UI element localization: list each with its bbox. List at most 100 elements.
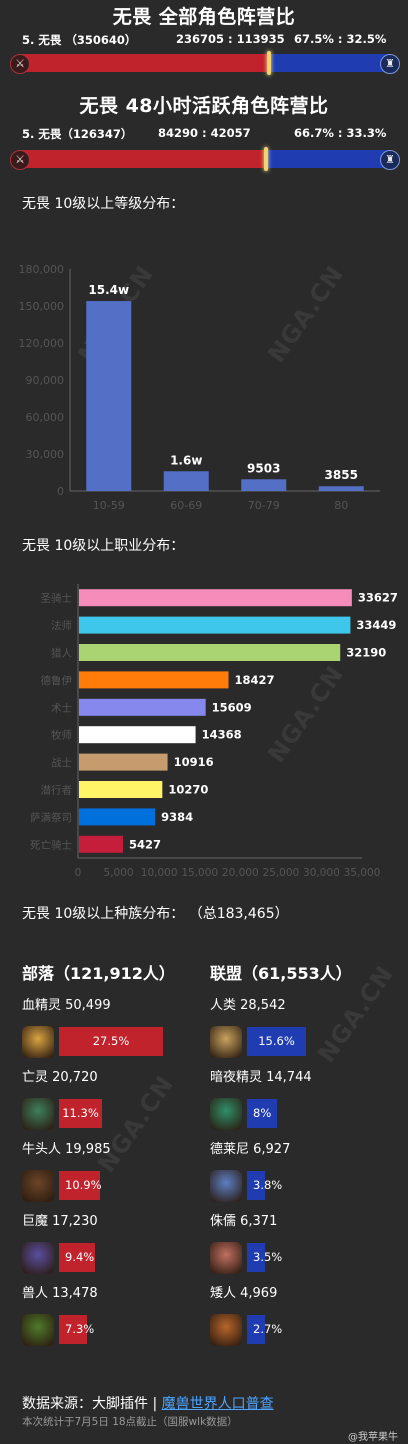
horde-emblem-icon: ⚔ — [10, 150, 30, 170]
alliance-emblem-icon: ♜ — [380, 54, 400, 74]
class-bar — [79, 589, 352, 607]
y-tick-label: 90,000 — [26, 374, 65, 387]
class-data-label: 5427 — [129, 837, 161, 851]
class-section-label: 无畏 10级以上职业分布： — [22, 538, 185, 554]
faction-bar — [18, 51, 390, 75]
race-name: 巨魔 17,230 — [22, 1214, 98, 1229]
active-ratio-title: 无畏 48小时活跃角色阵营比 — [79, 95, 329, 117]
race-share-bar: 27.5% — [59, 1027, 163, 1056]
race-share-bar: 10.9% — [59, 1171, 102, 1200]
alliance-header: 联盟（61,553人） — [210, 964, 352, 983]
class-category-label: 法师 — [51, 619, 72, 632]
data-source: 数据来源：大脚插件 | 魔兽世界人口普查 — [22, 1393, 274, 1413]
source-prefix: 数据来源：大脚插件 | — [22, 1396, 162, 1412]
tauren-avatar — [22, 1170, 54, 1202]
class-data-label: 10916 — [174, 755, 214, 769]
class-bar — [79, 671, 229, 689]
race-percent: 11.3% — [62, 1106, 99, 1120]
x-tick-label: 5,000 — [104, 867, 134, 879]
class-data-label: 9384 — [161, 810, 193, 824]
class-bar — [79, 616, 351, 634]
orc-avatar — [22, 1314, 54, 1346]
y-tick-label: 30,000 — [26, 448, 65, 461]
class-category-label: 战士 — [51, 756, 72, 769]
x-tick-label: 10,000 — [141, 867, 178, 879]
author-credit: @我苹果牛 — [348, 1432, 398, 1443]
class-bar — [79, 835, 124, 853]
x-tick-label: 30,000 — [303, 867, 340, 879]
race-percent: 15.6% — [258, 1034, 295, 1048]
race-share-bar: 9.4% — [59, 1243, 95, 1272]
faction-ratio: 84290 : 42057 — [158, 126, 251, 140]
class-bar — [79, 808, 156, 826]
class-data-label: 18427 — [235, 673, 275, 687]
race-name: 牛头人 19,985 — [22, 1142, 111, 1157]
blood-elf-avatar — [22, 1026, 54, 1058]
level-section-label: 无畏 10级以上等级分布： — [22, 196, 185, 212]
human-avatar — [210, 1026, 242, 1058]
race-share-bar: 3.8% — [247, 1171, 282, 1200]
class-category-label: 猎人 — [51, 647, 72, 660]
class-data-label: 10270 — [168, 783, 208, 797]
level-bar — [86, 301, 132, 491]
dwarf-avatar — [210, 1314, 242, 1346]
class-category-label: 死亡骑士 — [30, 838, 72, 851]
x-tick-label: 25,000 — [262, 867, 299, 879]
race-percent: 7.3% — [65, 1322, 95, 1336]
race-percent: 3.5% — [253, 1250, 283, 1264]
race-percent: 9.4% — [65, 1250, 95, 1264]
race-name: 矮人 4,969 — [210, 1286, 278, 1301]
class-bar — [79, 698, 206, 716]
x-tick-label: 80 — [334, 499, 348, 512]
draenei-avatar — [210, 1170, 242, 1202]
class-data-label: 32190 — [346, 646, 386, 660]
night-elf-avatar — [210, 1098, 242, 1130]
source-link[interactable]: 魔兽世界人口普查 — [161, 1396, 274, 1412]
class-data-label: 15609 — [212, 700, 252, 714]
race-percent: 8% — [253, 1106, 272, 1120]
class-distribution-chart: 33627 圣骑士 33449 法师 32190 猎人 18427 德鲁伊 15609 术士 143… — [30, 584, 398, 879]
class-category-label: 术士 — [51, 701, 72, 714]
class-bar — [79, 644, 341, 661]
server-count: 5. 无畏 （350640） — [22, 33, 137, 47]
level-bar — [318, 486, 364, 491]
race-name: 血精灵 50,499 — [22, 998, 111, 1013]
race-name: 侏儒 6,371 — [210, 1214, 278, 1229]
horde-emblem-icon: ⚔ — [10, 54, 30, 74]
level-data-label: 15.4w — [88, 283, 129, 297]
class-data-label: 33627 — [358, 591, 398, 605]
class-category-label: 圣骑士 — [41, 592, 73, 605]
horde-header: 部落（121,912人） — [22, 964, 175, 983]
race-section-label: 无畏 10级以上种族分布： （总183,465） — [22, 906, 289, 922]
class-bar — [79, 753, 168, 771]
alliance-emblem-icon: ♜ — [380, 150, 400, 170]
x-tick-label: 0 — [75, 867, 82, 879]
level-data-label: 3855 — [325, 468, 358, 482]
source-note: 本次统计于7月5日 18点截止（国服wlk数据） — [22, 1416, 238, 1428]
race-share-bar: 2.7% — [247, 1315, 282, 1344]
faction-bar — [18, 147, 390, 171]
faction-ratio: 236705 : 113935 — [176, 32, 285, 46]
class-data-label: 14368 — [202, 728, 242, 742]
y-tick-label: 180,000 — [19, 263, 65, 276]
y-tick-label: 150,000 — [19, 300, 65, 313]
level-data-label: 1.6w — [170, 453, 202, 467]
undead-avatar — [22, 1098, 54, 1130]
y-tick-label: 60,000 — [26, 411, 65, 424]
class-category-label: 牧师 — [51, 729, 72, 742]
x-tick-label: 15,000 — [181, 867, 218, 879]
faction-percent: 66.7% : 33.3% — [294, 126, 387, 140]
level-data-label: 9503 — [247, 461, 280, 475]
class-category-label: 萨满祭司 — [30, 812, 72, 824]
race-share-bar: 3.5% — [247, 1243, 282, 1272]
faction-divider — [264, 147, 268, 171]
x-tick-label: 10-59 — [93, 499, 125, 512]
class-bar — [79, 726, 196, 744]
y-tick-label: 120,000 — [19, 337, 65, 350]
race-percent: 3.8% — [253, 1178, 283, 1192]
race-name: 德莱尼 6,927 — [210, 1142, 291, 1157]
horde-share-bar — [18, 54, 269, 72]
level-bar — [163, 471, 209, 491]
class-data-label: 33449 — [356, 618, 396, 632]
